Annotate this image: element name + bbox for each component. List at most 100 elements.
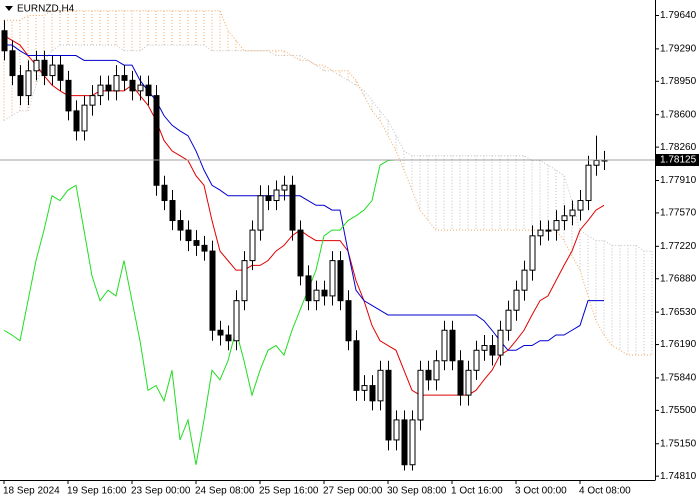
x-tick-label: 24 Sep 08:00 — [195, 486, 255, 497]
candle-body — [25, 70, 32, 97]
candle-body — [81, 104, 88, 132]
candle-body — [569, 209, 576, 217]
y-tick-label: 1.78600 — [660, 109, 697, 120]
candle-body — [449, 329, 456, 362]
candle-body — [113, 75, 120, 92]
candle-body — [593, 159, 600, 166]
candle-body — [545, 229, 552, 232]
candle-body — [561, 215, 568, 222]
candle-body — [233, 300, 240, 342]
candle-body — [481, 345, 488, 351]
indicator-line — [3, 35, 605, 396]
chart-title: EURNZD,H4 — [17, 4, 75, 15]
candle-body — [9, 50, 16, 77]
candle-body — [89, 95, 96, 106]
candle-body — [65, 79, 72, 112]
candle-body — [521, 269, 528, 291]
candle-body — [297, 229, 304, 277]
candle-body — [513, 289, 520, 311]
x-tick-label: 3 Oct 00:00 — [515, 486, 567, 497]
candle-body — [129, 79, 136, 92]
candle-body — [33, 59, 40, 72]
candle-body — [401, 419, 408, 466]
candle-body — [393, 419, 400, 441]
candle-body — [225, 334, 232, 342]
candle-body — [273, 189, 280, 202]
x-tick-label: 27 Sep 00:00 — [323, 486, 383, 497]
candle-body — [41, 59, 48, 77]
y-tick-label: 1.78950 — [660, 76, 697, 87]
y-tick-label: 1.77570 — [660, 208, 697, 219]
candle-body — [281, 184, 288, 191]
candle-body — [465, 369, 472, 396]
candle-body — [369, 385, 376, 402]
y-tick-label: 1.75150 — [660, 438, 697, 449]
candle-body — [121, 75, 128, 81]
candle-body — [361, 385, 368, 391]
candle-body — [313, 289, 320, 302]
candle-body — [497, 329, 504, 356]
price-label: 1.78125 — [660, 155, 697, 166]
candle-body — [577, 200, 584, 211]
y-tick-label: 1.75840 — [660, 373, 697, 384]
candle-body — [345, 300, 352, 342]
candle-body — [425, 369, 432, 381]
candle-body — [169, 200, 176, 222]
candle-body — [177, 220, 184, 231]
candle-body — [97, 84, 104, 97]
candle-body — [249, 229, 256, 262]
candle-body — [409, 419, 416, 466]
candle-body — [553, 220, 560, 231]
candle-body — [585, 164, 592, 202]
y-tick-label: 1.74810 — [660, 471, 697, 482]
y-tick-label: 1.76880 — [660, 273, 697, 284]
candle-body — [241, 260, 248, 302]
candle-body — [329, 260, 336, 297]
x-tick-label: 30 Sep 08:00 — [387, 486, 447, 497]
symbol-menu-icon[interactable] — [5, 6, 13, 11]
candle-body — [193, 240, 200, 246]
candle-body — [17, 75, 24, 97]
candle-body — [441, 329, 448, 362]
candle-body — [353, 340, 360, 391]
candle-body — [217, 329, 224, 336]
candle-body — [529, 235, 536, 271]
candle-body — [305, 275, 312, 302]
candle-body — [209, 250, 216, 331]
candle-body — [49, 64, 56, 77]
y-tick-label: 1.76530 — [660, 307, 697, 318]
x-tick-label: 1 Oct 16:00 — [451, 486, 503, 497]
x-tick-label: 23 Sep 00:00 — [131, 486, 191, 497]
plot-area — [0, 10, 655, 471]
price-label-box — [656, 153, 699, 166]
y-tick-label: 1.78260 — [660, 142, 697, 153]
cloud-edge — [4, 10, 652, 356]
cloud-edge — [3, 44, 652, 252]
y-tick-label: 1.77220 — [660, 241, 697, 252]
candle-body — [489, 345, 496, 356]
candle-body — [337, 260, 344, 302]
candle-body — [289, 184, 296, 231]
y-tick-label: 1.76190 — [660, 339, 697, 350]
candle-body — [473, 349, 480, 371]
candle-body — [153, 95, 160, 186]
y-tick-label: 1.77910 — [660, 175, 697, 186]
candle-body — [417, 369, 424, 421]
indicator-line — [3, 159, 397, 465]
candle-body — [1, 30, 8, 52]
candle-body — [161, 184, 168, 202]
candle-body — [73, 110, 80, 132]
y-tick-label: 1.75500 — [660, 405, 697, 416]
candle-body — [145, 84, 152, 97]
candle-body — [105, 84, 112, 92]
candle-body — [505, 309, 512, 331]
candle-body — [457, 360, 464, 396]
x-tick-label: 4 Oct 08:00 — [579, 486, 631, 497]
candle-body — [385, 369, 392, 441]
candle-body — [537, 229, 544, 237]
candle-body — [265, 195, 272, 202]
candle-body — [433, 360, 440, 381]
candle-body — [137, 84, 144, 92]
candle-body — [201, 244, 208, 252]
